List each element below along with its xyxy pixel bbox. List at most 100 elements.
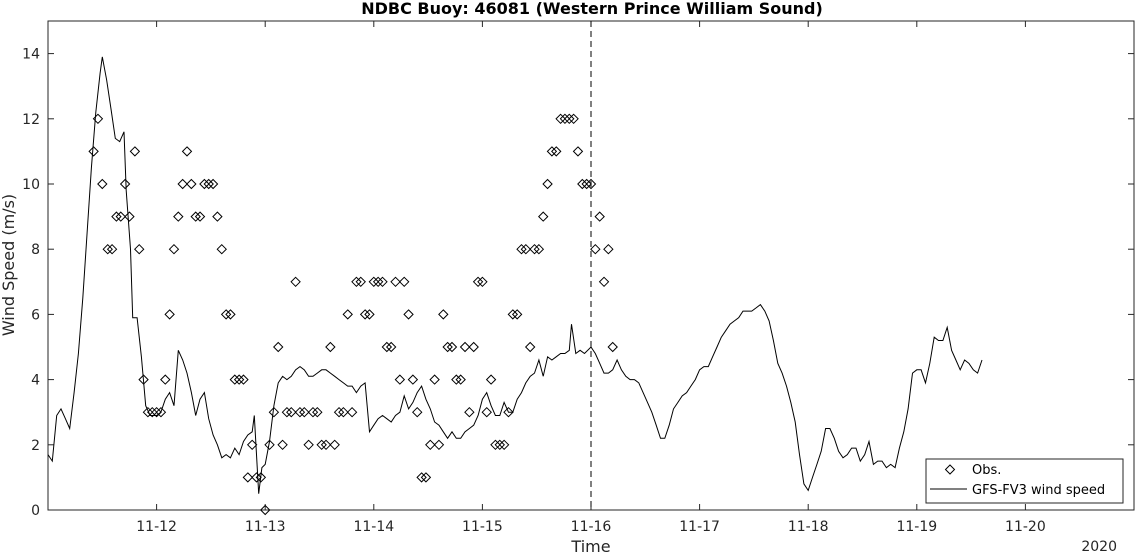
obs-point — [581, 178, 592, 190]
obs-point — [325, 341, 336, 353]
obs-point — [181, 146, 193, 157]
obs-point — [594, 211, 605, 222]
x-tick-label: 11-20 — [1005, 519, 1046, 535]
obs-point — [164, 309, 175, 320]
obs-point — [559, 113, 571, 125]
obs-point — [259, 504, 271, 516]
obs-point — [312, 406, 323, 418]
legend-model-label: GFS-FV3 wind speed — [972, 483, 1105, 498]
obs-point — [481, 406, 492, 418]
obs-point — [364, 309, 375, 320]
gfs-fv3-line — [47, 56, 983, 494]
y-tick-label: 6 — [31, 307, 40, 323]
obs-point — [385, 341, 397, 353]
obs-point — [199, 178, 210, 190]
obs-point — [229, 374, 240, 385]
x-tick-label: 11-17 — [679, 519, 720, 535]
obs-point — [186, 178, 197, 190]
obs-point — [503, 406, 514, 418]
obs-point — [160, 374, 171, 385]
obs-point — [459, 341, 471, 353]
obs-point — [429, 374, 440, 385]
obs-point — [129, 146, 141, 157]
obs-point — [111, 211, 122, 222]
y-tick-label: 4 — [31, 373, 40, 389]
x-axis-label: Time — [570, 537, 610, 554]
obs-point — [412, 406, 423, 418]
obs-point — [216, 243, 227, 255]
obs-point — [399, 276, 410, 288]
obs-point — [124, 211, 135, 222]
obs-point — [138, 374, 149, 385]
y-tick-label: 12 — [22, 112, 40, 128]
obs-point — [598, 276, 610, 288]
obs-point — [238, 374, 249, 385]
y-tick-label: 14 — [22, 47, 40, 63]
obs-point — [485, 374, 497, 385]
obs-point — [277, 439, 288, 451]
obs-point — [92, 113, 104, 125]
obs-point — [420, 472, 432, 483]
obs-point — [299, 406, 310, 418]
obs-point — [533, 243, 545, 255]
obs-point — [498, 439, 510, 451]
x-tick-label: 11-18 — [788, 519, 829, 535]
obs-point — [303, 439, 314, 451]
obs-point — [572, 146, 584, 157]
obs-point — [268, 406, 280, 418]
obs-point — [590, 243, 601, 255]
obs-point — [520, 243, 532, 255]
obs-point — [381, 341, 393, 353]
legend: Obs. GFS-FV3 wind speed — [925, 458, 1124, 504]
legend-obs-label: Obs. — [972, 463, 1001, 478]
obs-point — [320, 439, 332, 451]
obs-point — [390, 276, 401, 288]
obs-point — [286, 406, 297, 418]
obs-point — [490, 439, 501, 451]
obs-point — [442, 341, 453, 353]
obs-point — [555, 113, 566, 125]
obs-point — [403, 309, 414, 320]
obs-point — [568, 113, 579, 125]
obs-point — [207, 178, 219, 190]
obs-point — [524, 341, 536, 353]
y-tick-label: 10 — [22, 177, 40, 193]
y-tick-label: 2 — [31, 438, 40, 454]
obs-point — [511, 309, 523, 320]
obs-point — [147, 406, 158, 418]
obs-point — [355, 276, 366, 288]
obs-markers — [88, 113, 618, 516]
obs-point — [538, 211, 549, 222]
obs-point — [251, 472, 262, 483]
obs-point — [273, 341, 284, 353]
obs-point — [155, 406, 167, 418]
x-tick-label: 11-15 — [462, 519, 503, 535]
obs-point — [294, 406, 306, 418]
obs-point — [425, 439, 436, 451]
obs-point — [168, 243, 180, 255]
legend-diamond-icon — [944, 464, 956, 475]
obs-point — [394, 374, 406, 385]
obs-point — [106, 243, 118, 255]
obs-point — [372, 276, 384, 288]
x-tick-label: 11-14 — [353, 519, 394, 535]
obs-point — [212, 211, 223, 222]
obs-point — [281, 406, 293, 418]
x-tick-label: 11-12 — [136, 519, 177, 535]
obs-point — [194, 211, 206, 222]
obs-point — [190, 211, 201, 222]
obs-point — [585, 178, 597, 190]
obs-point — [603, 243, 614, 255]
obs-point — [88, 146, 99, 157]
obs-point — [338, 406, 349, 418]
obs-point — [507, 309, 519, 320]
obs-point — [416, 472, 427, 483]
obs-point — [351, 276, 362, 288]
chart-title: NDBC Buoy: 46081 (Western Prince William… — [361, 0, 823, 18]
y-tick-label: 0 — [31, 503, 40, 519]
obs-point — [551, 146, 562, 157]
y-axis: 0 2 4 6 8 10 12 14 — [22, 47, 1134, 519]
obs-point — [472, 276, 484, 288]
